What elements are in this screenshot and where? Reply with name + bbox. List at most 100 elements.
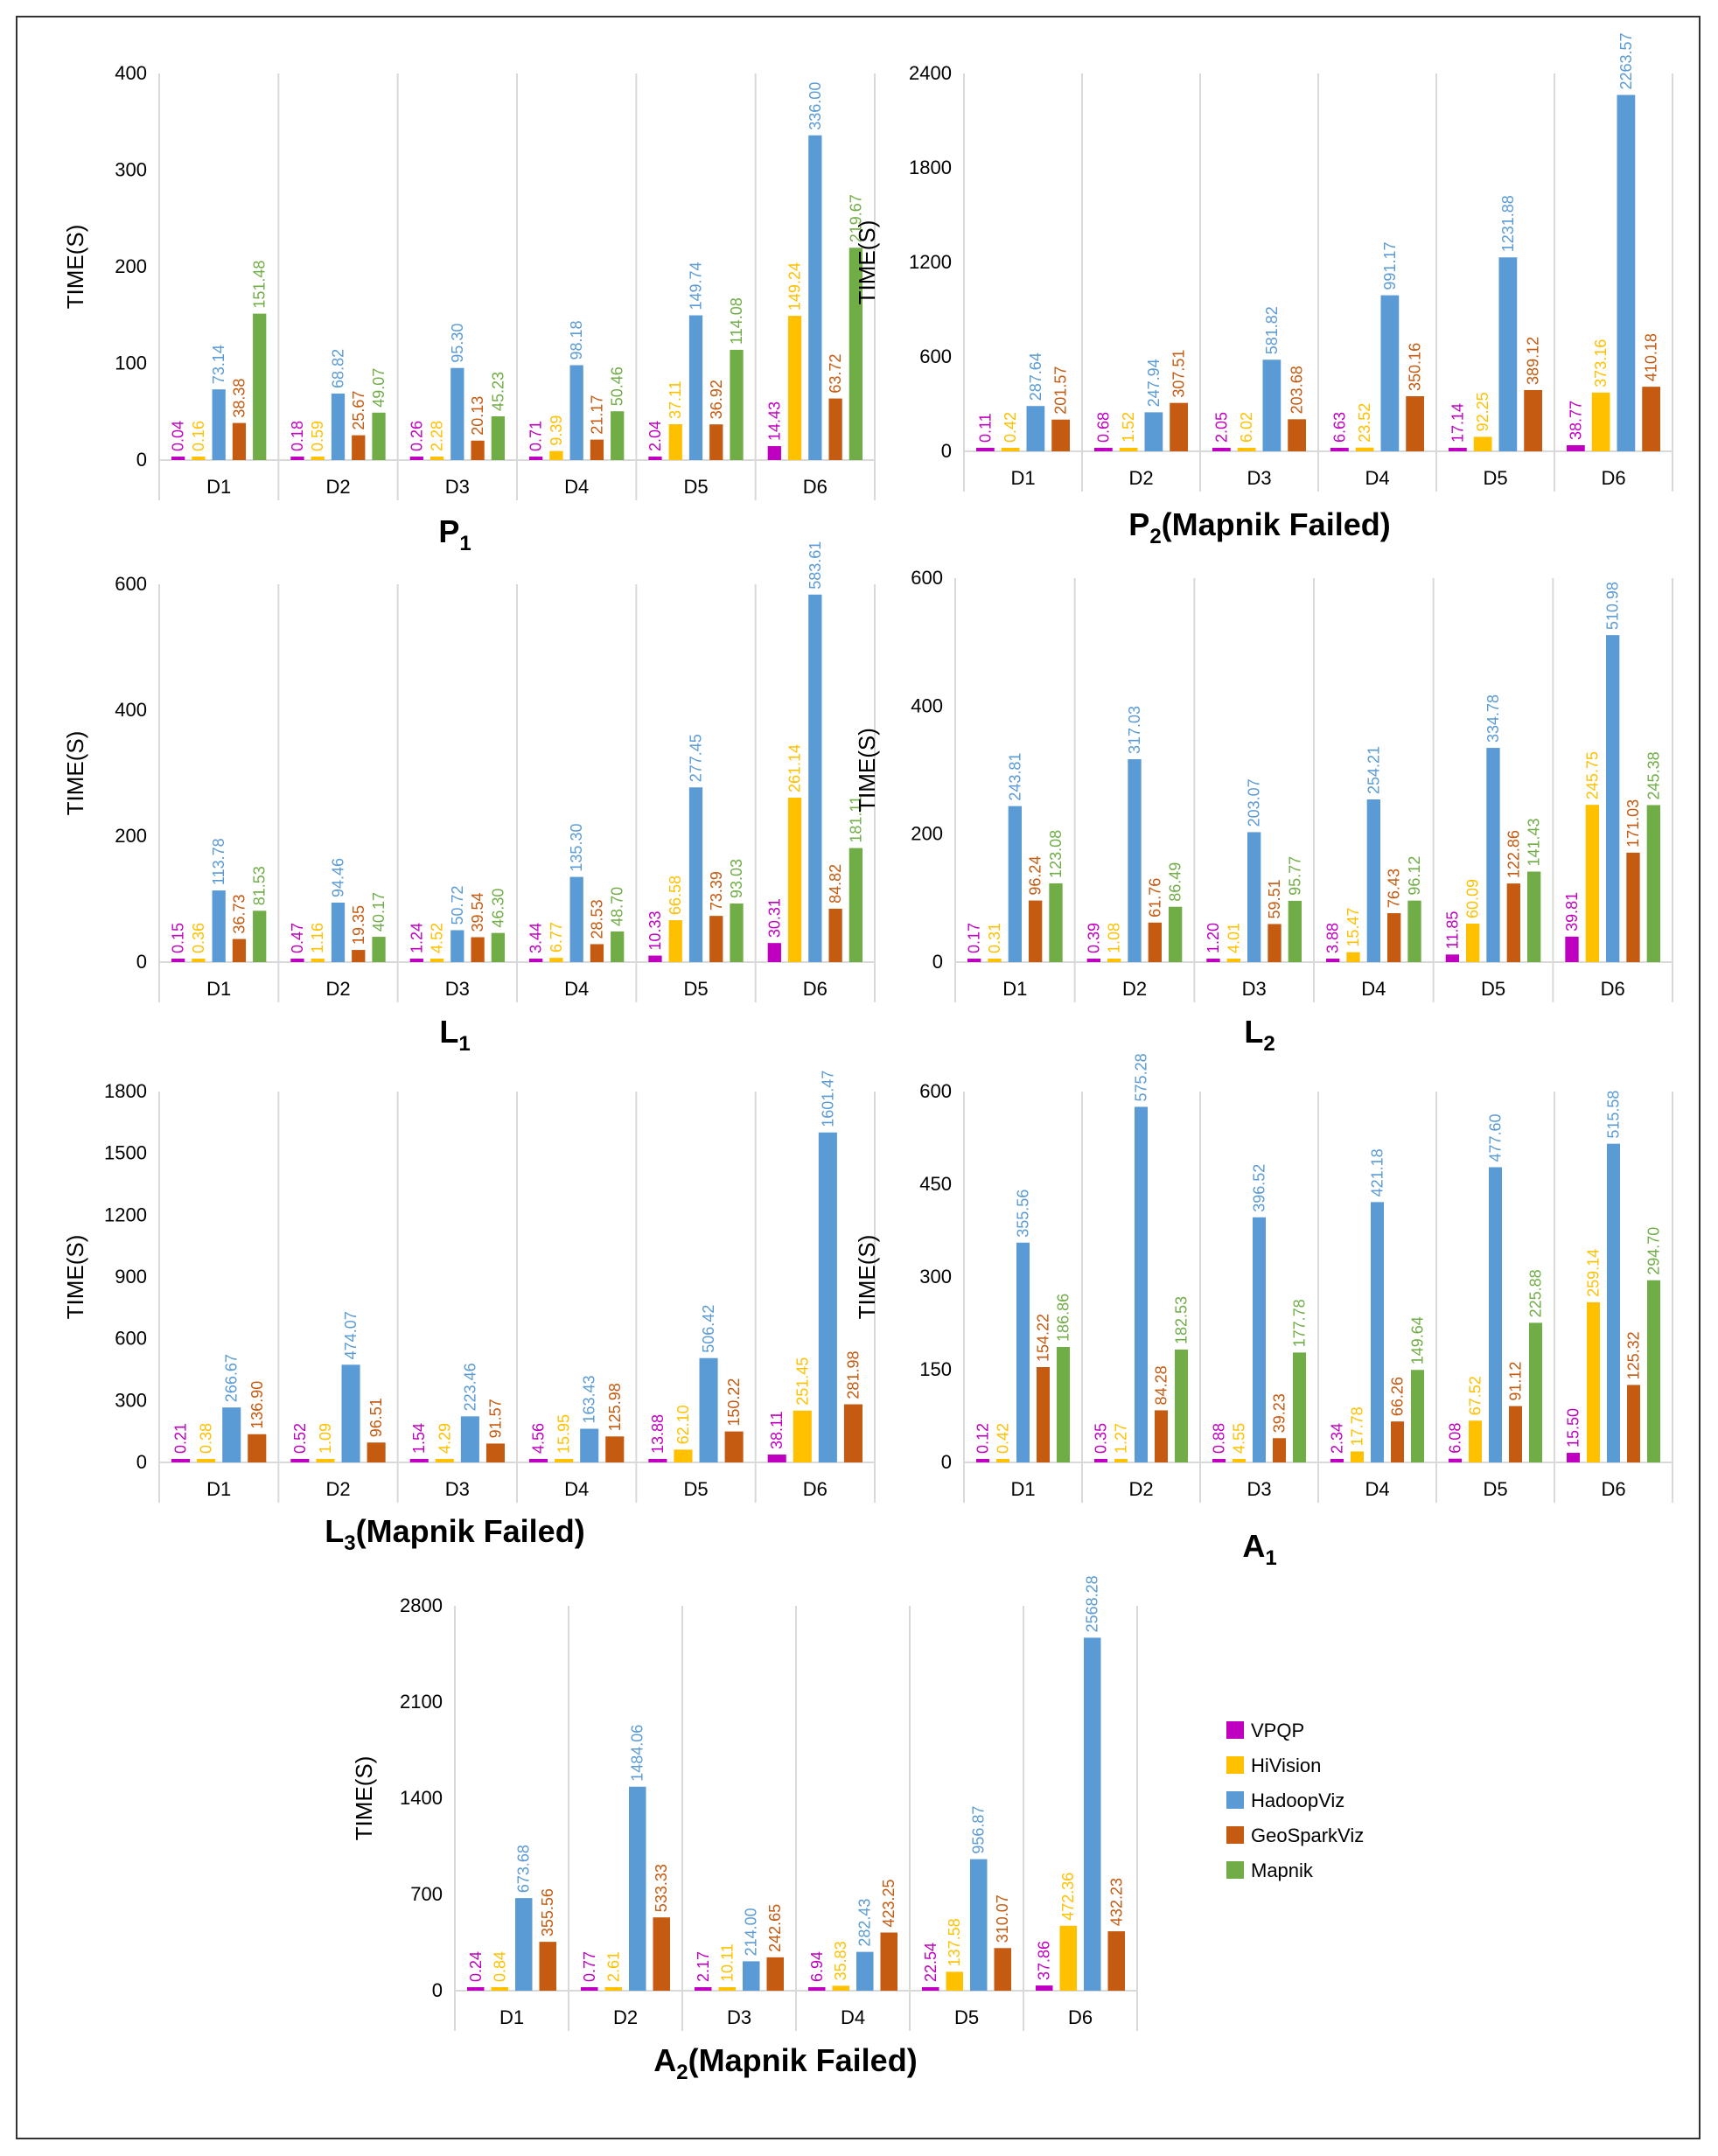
bar-hadoopviz-d3 <box>450 367 464 460</box>
bar-hadoopviz-d5 <box>699 1357 718 1462</box>
bar-hivision-d4 <box>1351 1451 1364 1462</box>
data-label: 2.05 <box>1212 412 1230 443</box>
bar-mapnik-d1 <box>253 911 267 962</box>
bar-hivision-d6 <box>787 316 802 460</box>
y-tick-label: 450 <box>919 1173 952 1195</box>
data-label: 11.85 <box>1443 911 1461 950</box>
bar-hivision-d6 <box>787 797 802 962</box>
x-tick-label: D5 <box>1483 467 1507 489</box>
data-label: 163.43 <box>581 1375 598 1423</box>
data-label: 39.54 <box>469 892 486 931</box>
bar-hadoopviz-d4 <box>569 876 583 962</box>
data-label: 373.16 <box>1592 339 1610 387</box>
bar-mapnik-d6 <box>1646 805 1660 962</box>
data-label: 2.61 <box>604 1951 622 1982</box>
data-label: 40.17 <box>370 892 388 931</box>
data-label: 0.52 <box>291 1423 309 1454</box>
data-label: 0.35 <box>1093 1423 1110 1454</box>
y-tick-label: 200 <box>911 823 943 845</box>
x-tick-label: D3 <box>1242 978 1267 1000</box>
bar-mapnik-d6 <box>1647 1280 1660 1462</box>
bar-geosparkviz-d3 <box>485 1443 505 1462</box>
bar-vpqp-d4 <box>529 457 543 460</box>
data-label: 0.71 <box>527 421 545 451</box>
data-label: 243.81 <box>1006 753 1023 801</box>
data-label: 6.08 <box>1447 1423 1464 1454</box>
data-label: 9.39 <box>548 415 565 446</box>
bar-hadoopviz-d3 <box>1247 832 1261 962</box>
bar-hivision-d3 <box>1237 448 1256 451</box>
data-label: 421.18 <box>1369 1148 1386 1197</box>
data-label: 37.86 <box>1036 1941 1053 1980</box>
data-label: 38.11 <box>768 1411 786 1449</box>
data-label: 141.43 <box>1526 818 1543 866</box>
data-label: 98.18 <box>568 320 585 359</box>
bar-hadoopviz-d4 <box>856 1951 874 1991</box>
bar-geosparkviz-d4 <box>1391 1421 1404 1462</box>
data-label: 39.81 <box>1563 892 1581 931</box>
data-label: 46.30 <box>489 889 506 928</box>
bar-mapnik-d1 <box>1049 883 1063 962</box>
x-tick-label: D3 <box>1247 1478 1271 1500</box>
data-label: 223.46 <box>461 1363 478 1411</box>
x-tick-label: D4 <box>564 1478 589 1500</box>
x-tick-label: D1 <box>1010 1478 1035 1500</box>
bar-vpqp-d1 <box>976 448 995 451</box>
bar-geosparkviz-d4 <box>1387 913 1401 962</box>
data-label: 673.68 <box>515 1845 533 1893</box>
bar-mapnik-d2 <box>372 937 386 962</box>
bar-geosparkviz-d2 <box>653 1917 670 1991</box>
y-tick-label: 1200 <box>909 251 952 273</box>
data-label: 4.01 <box>1225 923 1242 953</box>
data-label: 171.03 <box>1624 799 1642 848</box>
data-label: 61.76 <box>1146 878 1163 918</box>
bar-geosparkviz-d5 <box>1509 1406 1522 1462</box>
bar-geosparkviz-d2 <box>1155 1410 1168 1462</box>
data-label: 45.23 <box>489 372 506 411</box>
data-label: 261.14 <box>786 744 804 792</box>
data-label: 203.68 <box>1288 366 1306 414</box>
data-label: 63.72 <box>827 354 844 394</box>
data-label: 96.24 <box>1027 856 1044 896</box>
data-label: 0.26 <box>408 421 425 451</box>
data-label: 1231.88 <box>1499 195 1517 252</box>
bar-vpqp-d3 <box>1212 1459 1226 1462</box>
data-label: 150.22 <box>725 1378 743 1427</box>
bar-hadoopviz-d3 <box>460 1416 479 1462</box>
bar-vpqp-d6 <box>1565 936 1579 962</box>
y-tick-label: 0 <box>932 951 943 973</box>
data-label: 1.09 <box>317 1423 334 1454</box>
data-label: 247.94 <box>1145 359 1163 407</box>
bar-vpqp-d5 <box>648 1459 667 1462</box>
bar-vpqp-d6 <box>1567 445 1585 451</box>
data-label: 334.78 <box>1484 694 1502 743</box>
data-label: 0.16 <box>190 421 207 451</box>
data-label: 0.88 <box>1211 1423 1228 1454</box>
bar-mapnik-d3 <box>491 932 505 962</box>
x-tick-label: D6 <box>1601 978 1625 1000</box>
data-label: 1.16 <box>309 923 326 953</box>
chart-title: L3(Mapnik Failed) <box>325 1513 584 1555</box>
bar-hadoopviz-d4 <box>569 365 583 460</box>
bar-hadoopviz-d2 <box>629 1786 646 1991</box>
bar-geosparkviz-d4 <box>880 1932 897 1991</box>
y-tick-label: 700 <box>410 1883 443 1905</box>
bar-vpqp-d1 <box>976 1459 989 1462</box>
data-label: 84.82 <box>827 864 844 904</box>
data-label: 154.22 <box>1035 1314 1052 1362</box>
data-label: 28.53 <box>588 899 605 938</box>
data-label: 2.28 <box>429 421 446 451</box>
data-label: 282.43 <box>856 1899 874 1947</box>
bar-geosparkviz-d2 <box>352 435 366 460</box>
data-label: 15.95 <box>555 1414 573 1454</box>
data-label: 575.28 <box>1133 1053 1150 1101</box>
bar-vpqp-d3 <box>409 457 423 460</box>
x-tick-label: D6 <box>1068 2006 1093 2028</box>
data-label: 62.10 <box>674 1405 692 1444</box>
bar-hivision-d1 <box>192 959 206 962</box>
x-tick-label: D6 <box>803 476 828 498</box>
data-label: 59.51 <box>1266 879 1283 918</box>
data-label: 474.07 <box>342 1311 360 1359</box>
bar-geosparkviz-d3 <box>471 440 485 460</box>
